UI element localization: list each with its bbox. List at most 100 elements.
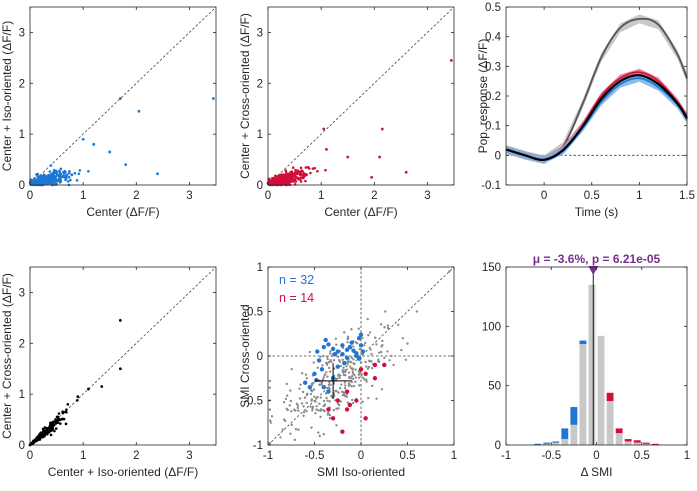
data-point <box>276 175 279 178</box>
bar-gray <box>606 401 614 445</box>
data-point-red <box>335 398 340 403</box>
data-point-gray <box>404 358 408 361</box>
data-point-gray <box>270 415 274 418</box>
data-point-gray <box>346 335 350 338</box>
data-point-gray <box>377 358 380 361</box>
y-axis-label: Center + Cross-oriented (ΔF/F) <box>238 13 252 179</box>
data-point-blue <box>358 332 364 337</box>
data-point-blue <box>340 343 345 348</box>
data-point-gray <box>305 401 308 405</box>
data-point-gray <box>406 342 409 345</box>
data-point <box>87 169 90 173</box>
data-point-gray <box>349 367 353 370</box>
data-point <box>313 166 317 170</box>
data-point <box>211 97 215 100</box>
data-point-gray <box>321 378 325 381</box>
data-point-gray <box>386 326 390 330</box>
x-axis-label: Time (s) <box>575 205 619 219</box>
data-point-gray <box>342 331 346 334</box>
bar-blue <box>543 442 551 444</box>
panel-e: n = 32 n = 14 -1 -0.5 0 0.5 1 -1 -0.5 0 0.5 1 SMI Is… <box>238 262 457 479</box>
x-tick-label: 1.5 <box>679 190 695 202</box>
data-point-gray <box>327 383 331 386</box>
data-point <box>54 418 57 421</box>
axes-box-b <box>267 6 455 186</box>
bar-blue <box>534 443 542 445</box>
data-point-gray <box>317 409 320 412</box>
data-point <box>288 179 291 182</box>
data-point-red <box>354 398 359 403</box>
data-point <box>81 137 85 141</box>
data-point-gray <box>364 341 367 345</box>
data-point-gray <box>367 396 370 400</box>
data-point-blue <box>330 346 336 352</box>
data-point-gray <box>390 354 393 358</box>
data-point-gray <box>383 326 386 329</box>
data-point-gray <box>341 393 345 397</box>
y-tick-label: 1 <box>257 129 263 141</box>
data-point <box>288 175 292 179</box>
data-point-gray <box>337 359 341 362</box>
data-point <box>46 174 49 178</box>
data-point-gray <box>339 400 342 403</box>
data-point-gray <box>297 409 300 412</box>
data-point-gray <box>310 398 314 401</box>
data-point-gray <box>364 378 368 381</box>
data-point-gray <box>322 376 325 379</box>
bar-red <box>651 443 659 445</box>
data-point-gray <box>350 398 354 402</box>
data-point-gray <box>296 406 299 410</box>
bar-gray <box>588 284 596 445</box>
bar-gray <box>552 442 560 445</box>
y-tick-label: 150 <box>482 262 501 274</box>
data-point <box>51 182 54 186</box>
data-point <box>274 174 277 178</box>
data-point <box>41 434 44 438</box>
data-point <box>279 175 283 179</box>
data-point-gray <box>324 361 328 365</box>
data-point-gray <box>348 375 351 379</box>
data-point <box>294 170 297 174</box>
data-point-gray <box>348 383 351 386</box>
data-point <box>108 150 112 154</box>
data-point-blue <box>323 337 328 343</box>
data-point <box>73 171 77 175</box>
data-point-gray <box>326 357 329 361</box>
y-tick-label: -0.1 <box>481 180 501 192</box>
data-point-gray <box>338 386 342 390</box>
data-point-gray <box>338 376 341 380</box>
data-point-gray <box>355 342 359 345</box>
data-point-gray <box>386 350 389 353</box>
x-tick-label: 1 <box>451 450 457 462</box>
panel-b: 0 1 2 3 0 1 2 3 Center (ΔF/F) Center + Cross-orie… <box>238 6 455 219</box>
data-point-gray <box>326 399 329 402</box>
data-point-blue <box>326 342 331 347</box>
data-point-gray <box>314 400 317 403</box>
data-point <box>118 97 122 100</box>
data-point-gray <box>309 392 313 396</box>
data-point-blue <box>312 371 317 376</box>
y-tick-label: 0.1 <box>485 121 501 133</box>
y-tick-label: 3 <box>19 27 25 39</box>
data-point <box>44 432 48 436</box>
data-point <box>278 182 281 185</box>
data-point-blue <box>319 367 325 372</box>
data-point-gray <box>299 383 302 386</box>
identity-line <box>267 6 455 186</box>
data-point <box>29 442 33 446</box>
data-point-gray <box>321 364 324 367</box>
data-point-red <box>363 371 368 376</box>
data-point-gray <box>369 348 372 351</box>
x-tick-label: 0 <box>358 450 364 462</box>
data-point-gray <box>357 376 361 379</box>
data-point <box>47 181 51 185</box>
data-point-gray <box>335 343 338 346</box>
x-tick-label: -0.5 <box>305 450 325 462</box>
data-point <box>67 171 71 175</box>
data-point <box>291 166 295 170</box>
data-point <box>50 177 54 181</box>
data-point-gray <box>351 372 355 375</box>
data-point <box>316 169 319 173</box>
data-point-gray <box>336 402 340 405</box>
data-point <box>48 174 52 177</box>
